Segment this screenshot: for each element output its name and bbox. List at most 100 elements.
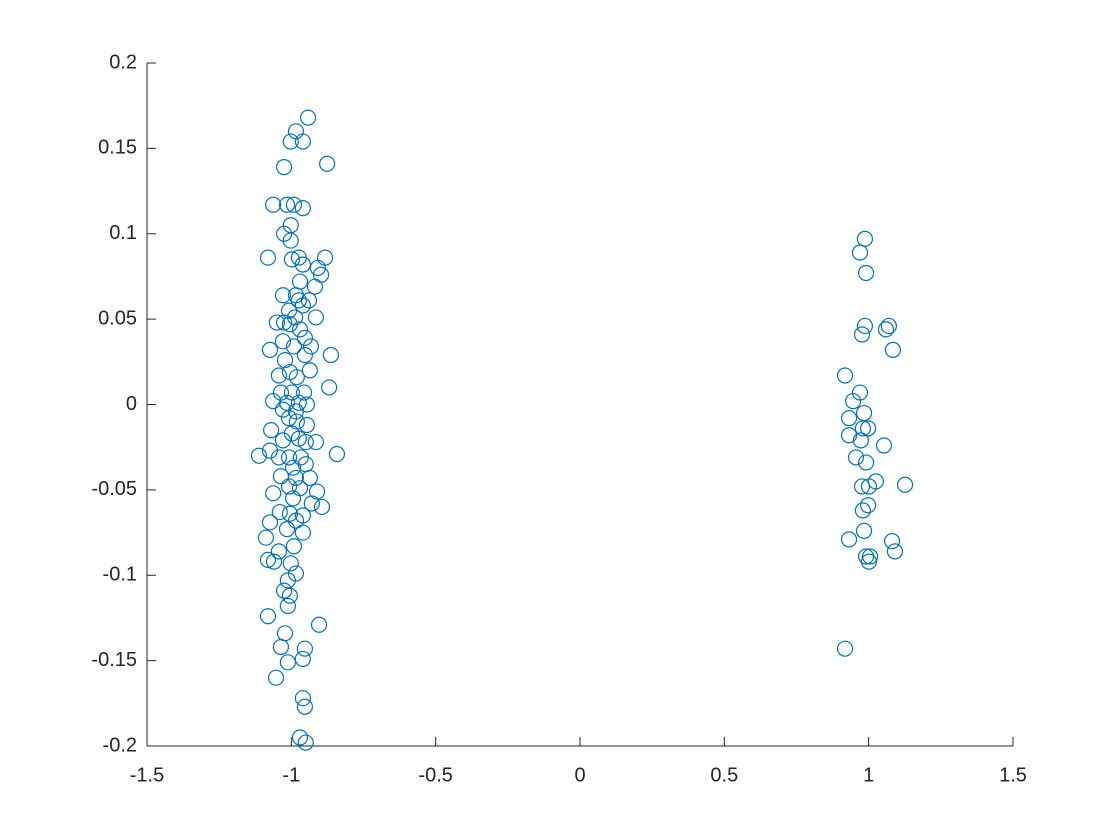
point — [840, 410, 858, 427]
point — [296, 640, 314, 657]
point — [261, 341, 279, 358]
point — [284, 459, 302, 476]
point — [282, 133, 299, 150]
y-tick-label: 0.1 — [109, 222, 137, 244]
x-tick-label: 0.5 — [710, 764, 738, 786]
point — [308, 483, 326, 500]
point — [840, 427, 858, 444]
point — [297, 734, 314, 751]
point — [265, 485, 282, 502]
point — [847, 449, 865, 466]
point — [276, 352, 294, 369]
point — [294, 297, 311, 314]
point — [296, 346, 314, 364]
point — [854, 420, 871, 437]
point — [310, 616, 328, 633]
point — [294, 524, 311, 541]
point — [855, 404, 873, 422]
point — [281, 316, 298, 333]
y-tick-label: 0.2 — [109, 51, 137, 73]
point — [276, 314, 293, 331]
x-tick-label: -1.5 — [130, 764, 164, 786]
point — [291, 273, 309, 290]
point — [321, 379, 338, 396]
point — [294, 133, 311, 150]
point — [886, 543, 904, 560]
point — [294, 256, 311, 273]
point — [280, 410, 298, 427]
point — [313, 498, 331, 516]
point — [291, 729, 309, 746]
point — [271, 503, 288, 521]
point — [250, 447, 268, 464]
point — [280, 478, 298, 495]
point — [300, 292, 318, 309]
point — [259, 249, 277, 266]
point — [880, 317, 897, 335]
point — [883, 532, 901, 550]
point — [299, 109, 317, 126]
point — [875, 437, 893, 454]
point — [857, 548, 875, 565]
point — [261, 514, 279, 531]
point — [270, 449, 288, 466]
y-tick-label: -0.15 — [91, 649, 137, 671]
point — [298, 416, 316, 434]
point — [276, 625, 294, 642]
point — [259, 608, 277, 625]
point — [272, 468, 290, 485]
point — [284, 490, 302, 507]
point — [279, 597, 296, 615]
point — [285, 338, 303, 355]
point — [274, 287, 292, 304]
point — [279, 654, 296, 671]
point — [307, 309, 324, 326]
point — [290, 292, 307, 309]
point — [859, 420, 877, 437]
point — [287, 512, 305, 529]
point — [292, 449, 309, 466]
y-tick-label: 0.05 — [98, 307, 137, 329]
point — [272, 638, 290, 656]
point — [265, 553, 283, 570]
point — [265, 196, 282, 213]
point — [278, 196, 296, 213]
point — [317, 249, 334, 266]
point — [853, 478, 871, 495]
point — [294, 650, 311, 668]
point — [860, 553, 878, 570]
point — [857, 454, 875, 471]
point — [884, 341, 902, 358]
x-tick-label: -1 — [282, 764, 300, 786]
point — [287, 565, 305, 582]
point — [276, 582, 293, 599]
point — [276, 159, 293, 176]
point — [263, 422, 280, 439]
y-tick-label: -0.2 — [103, 734, 137, 756]
point — [860, 478, 878, 495]
point — [282, 232, 299, 249]
x-tick-label: 1 — [863, 764, 874, 786]
point — [840, 531, 858, 548]
point — [302, 338, 320, 355]
point — [270, 543, 288, 560]
point — [307, 433, 324, 451]
point — [278, 521, 296, 538]
point — [303, 495, 320, 512]
point — [322, 346, 339, 364]
point — [855, 522, 873, 539]
point — [306, 278, 324, 295]
y-tick-label: 0.15 — [98, 137, 137, 159]
point — [852, 432, 869, 449]
point — [844, 392, 862, 410]
point — [259, 551, 277, 568]
point — [853, 326, 871, 343]
point — [301, 469, 318, 487]
point — [297, 433, 314, 451]
point — [296, 698, 314, 715]
x-tick-label: 0 — [574, 764, 585, 786]
y-tick-label: 0 — [126, 393, 137, 415]
point — [296, 329, 314, 347]
point — [294, 690, 311, 707]
